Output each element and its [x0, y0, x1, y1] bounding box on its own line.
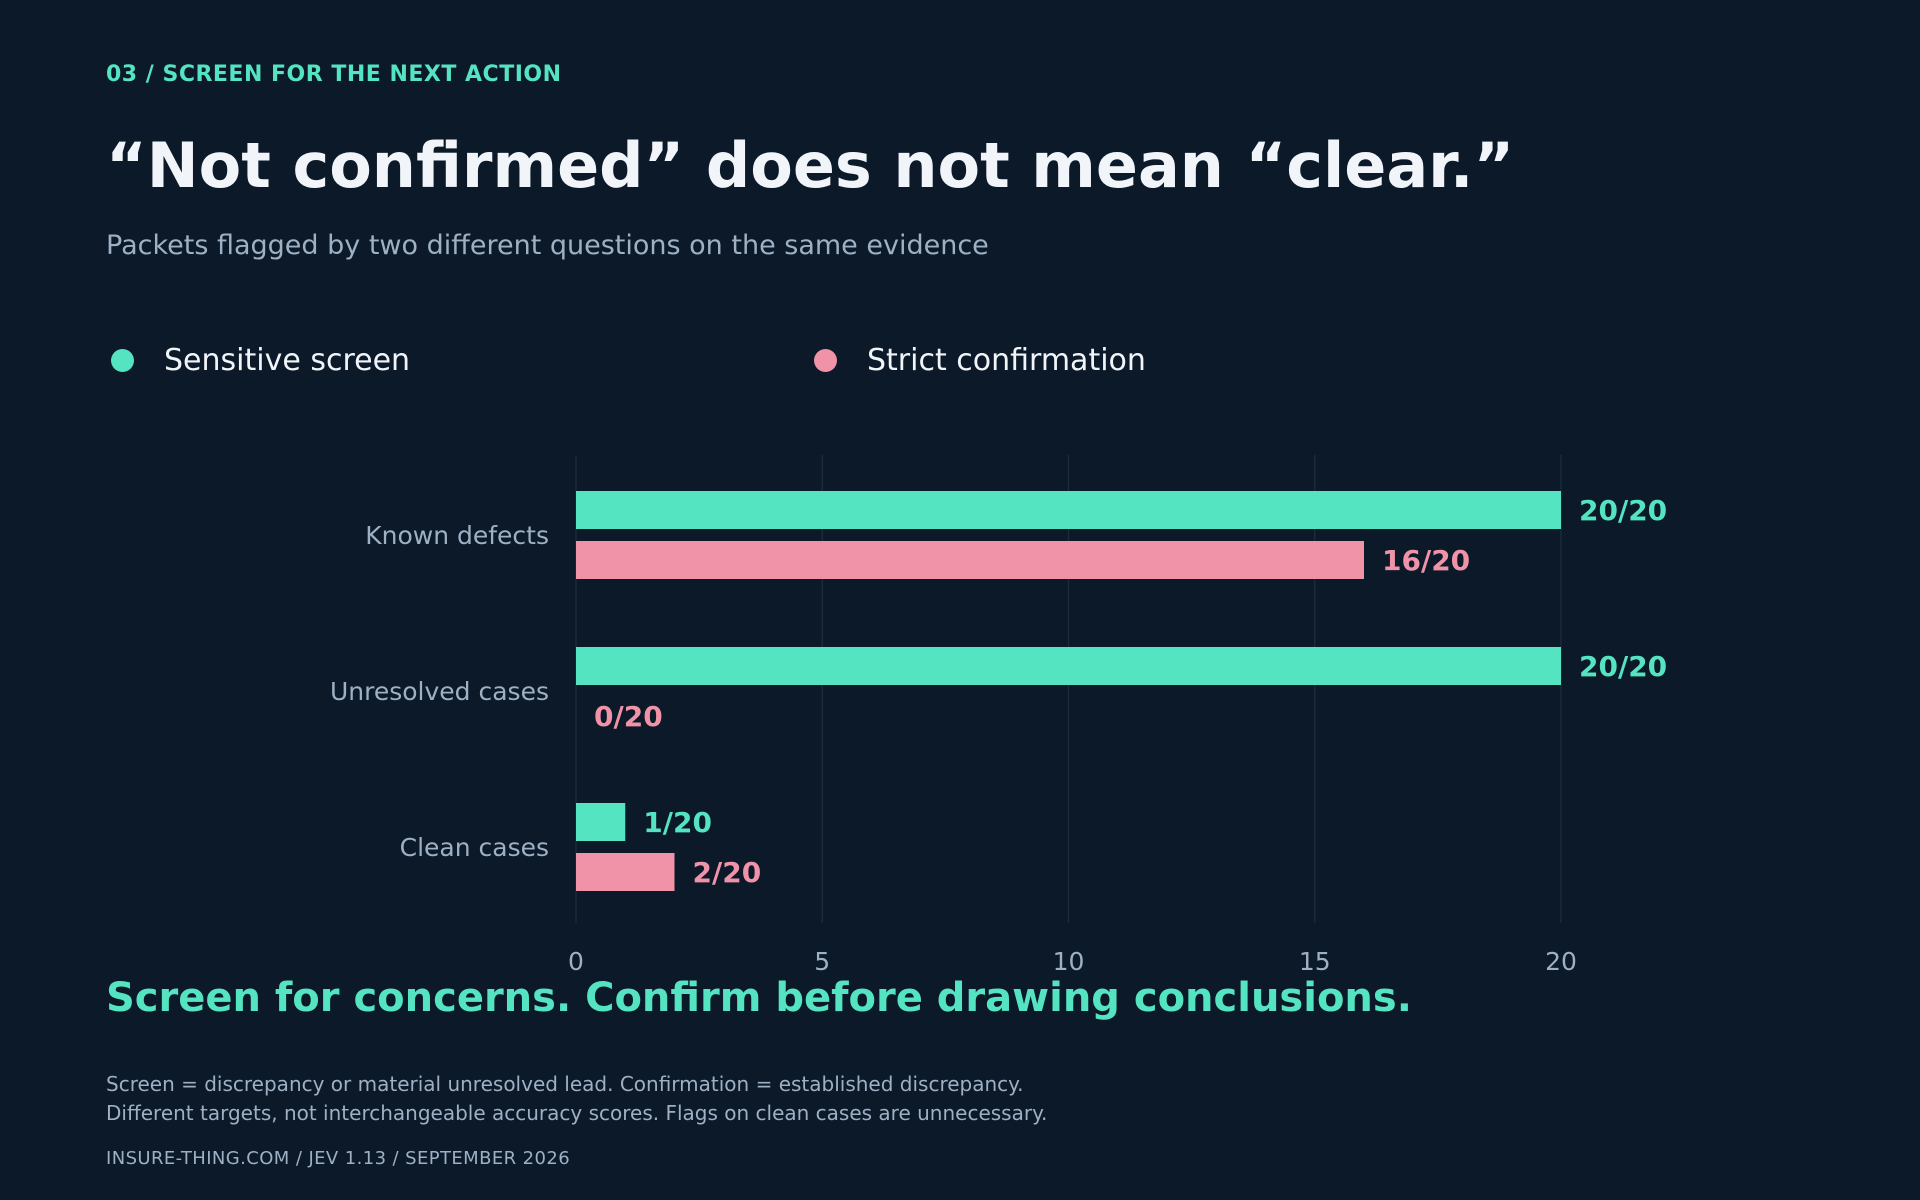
legend-label-confirmation: Strict confirmation	[867, 342, 1146, 378]
page-subtitle: Packets flagged by two different questio…	[106, 230, 989, 261]
footer: INSURE-THING.COM / JEV 1.13 / SEPTEMBER …	[106, 1148, 571, 1169]
note-line-1: Screen = discrepancy or material unresol…	[106, 1072, 1024, 1096]
legend-dot-screen-icon	[111, 348, 134, 372]
data-label-strict-confirmation-known-defects: 16/20	[1382, 544, 1470, 577]
legend-item-screen: Sensitive screen	[111, 342, 410, 378]
legend-dot-confirmation-icon	[814, 348, 837, 372]
bar-strict-confirmation-known-defects	[576, 541, 1364, 579]
page-title: “Not confirmed” does not mean “clear.”	[106, 129, 1515, 202]
legend-label-screen: Sensitive screen	[164, 342, 411, 378]
note-line-2: Different targets, not interchangeable a…	[106, 1101, 1048, 1125]
x-tick-label-0: 0	[568, 947, 584, 976]
data-label-sensitive-screen-clean-cases: 1/20	[643, 806, 712, 839]
data-label-strict-confirmation-unresolved-cases: 0/20	[594, 700, 663, 733]
category-label-clean-cases: Clean cases	[400, 833, 549, 862]
data-label-strict-confirmation-clean-cases: 2/20	[693, 856, 762, 889]
category-label-known-defects: Known defects	[365, 521, 549, 550]
x-tick-label-20: 20	[1545, 947, 1577, 976]
legend-item-confirmation: Strict confirmation	[814, 342, 1146, 378]
category-label-unresolved-cases: Unresolved cases	[330, 677, 549, 706]
takeaway: Screen for concerns. Confirm before draw…	[106, 975, 1412, 1021]
bar-sensitive-screen-known-defects	[576, 491, 1561, 529]
bar-strict-confirmation-clean-cases	[576, 853, 675, 891]
data-label-sensitive-screen-known-defects: 20/20	[1579, 494, 1667, 527]
bar-chart: 0 5 10 15 20 Known defects 20/20 16/20 Unresolve…	[330, 455, 1667, 976]
x-tick-label-5: 5	[814, 947, 830, 976]
x-tick-label-10: 10	[1053, 947, 1085, 976]
bar-sensitive-screen-unresolved-cases	[576, 647, 1561, 685]
kicker: 03 / SCREEN FOR THE NEXT ACTION	[106, 62, 562, 87]
bar-sensitive-screen-clean-cases	[576, 803, 626, 841]
data-label-sensitive-screen-unresolved-cases: 20/20	[1579, 650, 1667, 683]
x-tick-label-15: 15	[1299, 947, 1331, 976]
